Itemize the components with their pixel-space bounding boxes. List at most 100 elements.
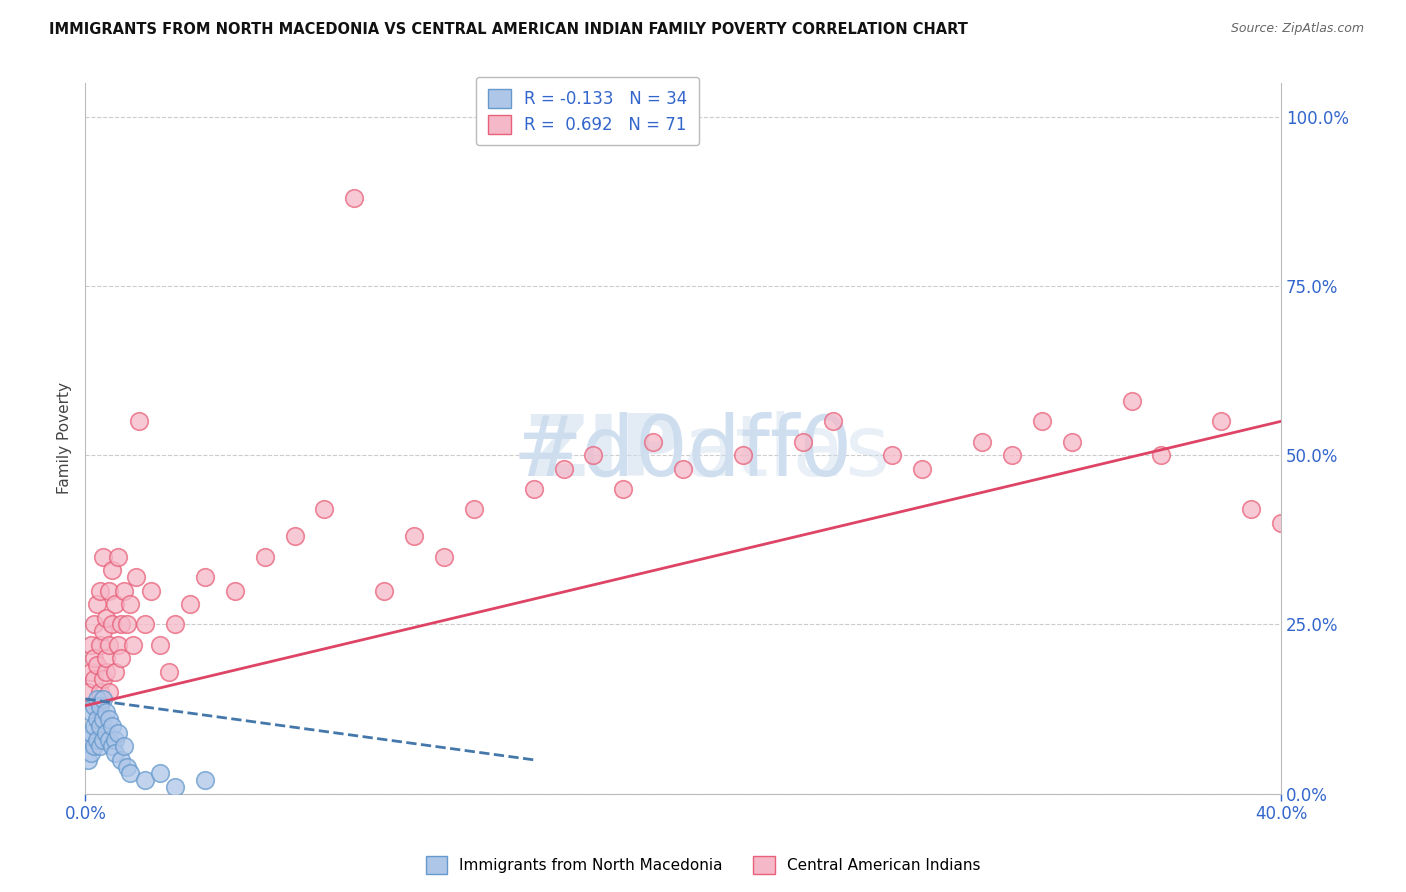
Point	[83, 651, 105, 665]
Point	[96, 651, 118, 665]
Point	[672, 461, 695, 475]
Point	[120, 766, 142, 780]
Point	[91, 692, 114, 706]
Point	[139, 583, 162, 598]
Point	[1240, 502, 1263, 516]
Point	[284, 529, 307, 543]
Point	[343, 191, 366, 205]
Point	[86, 698, 108, 713]
Point	[112, 583, 135, 598]
Point	[96, 665, 118, 679]
Point	[194, 773, 217, 788]
Point	[1121, 394, 1143, 409]
Point	[83, 617, 105, 632]
Point	[731, 448, 754, 462]
Point	[80, 638, 103, 652]
Point	[612, 482, 634, 496]
Point	[122, 638, 145, 652]
Point	[253, 549, 276, 564]
Point	[1060, 434, 1083, 449]
Point	[86, 692, 108, 706]
Point	[115, 617, 138, 632]
Point	[77, 685, 100, 699]
Text: atlas: atlas	[683, 411, 891, 494]
Point	[80, 665, 103, 679]
Point	[110, 651, 132, 665]
Point	[98, 712, 121, 726]
Point	[89, 719, 111, 733]
Point	[125, 570, 148, 584]
Point	[194, 570, 217, 584]
Point	[163, 617, 186, 632]
Point	[86, 732, 108, 747]
Point	[149, 638, 172, 652]
Point	[89, 698, 111, 713]
Point	[101, 617, 124, 632]
Point	[120, 597, 142, 611]
Point	[86, 658, 108, 673]
Point	[157, 665, 180, 679]
Point	[1031, 414, 1053, 428]
Point	[77, 732, 100, 747]
Point	[643, 434, 665, 449]
Point	[1211, 414, 1233, 428]
Point	[224, 583, 246, 598]
Point	[104, 746, 127, 760]
Text: Source: ZipAtlas.com: Source: ZipAtlas.com	[1230, 22, 1364, 36]
Point	[89, 739, 111, 754]
Point	[163, 780, 186, 794]
Point	[792, 434, 814, 449]
Point	[821, 414, 844, 428]
Point	[80, 746, 103, 760]
Point	[101, 719, 124, 733]
Point	[553, 461, 575, 475]
Point	[89, 638, 111, 652]
Point	[1001, 448, 1024, 462]
Point	[104, 665, 127, 679]
Point	[83, 698, 105, 713]
Point	[149, 766, 172, 780]
Point	[107, 549, 129, 564]
Point	[83, 739, 105, 754]
Point	[1270, 516, 1292, 530]
Point	[91, 549, 114, 564]
Point	[523, 482, 546, 496]
Point	[104, 597, 127, 611]
Point	[98, 732, 121, 747]
Point	[91, 624, 114, 639]
Point	[96, 610, 118, 624]
Point	[882, 448, 904, 462]
Point	[373, 583, 395, 598]
Point	[112, 739, 135, 754]
Point	[89, 685, 111, 699]
Point	[77, 753, 100, 767]
Point	[80, 706, 103, 720]
Point	[96, 725, 118, 739]
Point	[314, 502, 336, 516]
Point	[83, 719, 105, 733]
Point	[115, 759, 138, 773]
Point	[83, 672, 105, 686]
Point	[98, 685, 121, 699]
Text: #d0dff0: #d0dff0	[513, 412, 853, 493]
Point	[1150, 448, 1173, 462]
Point	[98, 638, 121, 652]
Point	[107, 725, 129, 739]
Point	[91, 712, 114, 726]
Point	[107, 638, 129, 652]
Point	[89, 583, 111, 598]
Point	[96, 706, 118, 720]
Point	[110, 753, 132, 767]
Y-axis label: Family Poverty: Family Poverty	[58, 383, 72, 494]
Text: IMMIGRANTS FROM NORTH MACEDONIA VS CENTRAL AMERICAN INDIAN FAMILY POVERTY CORREL: IMMIGRANTS FROM NORTH MACEDONIA VS CENTR…	[49, 22, 969, 37]
Point	[463, 502, 485, 516]
Point	[404, 529, 426, 543]
Point	[970, 434, 993, 449]
Point	[104, 732, 127, 747]
Point	[134, 617, 156, 632]
Point	[101, 563, 124, 577]
Point	[179, 597, 201, 611]
Point	[433, 549, 456, 564]
Legend: R = -0.133   N = 34, R =  0.692   N = 71: R = -0.133 N = 34, R = 0.692 N = 71	[475, 77, 699, 145]
Point	[80, 725, 103, 739]
